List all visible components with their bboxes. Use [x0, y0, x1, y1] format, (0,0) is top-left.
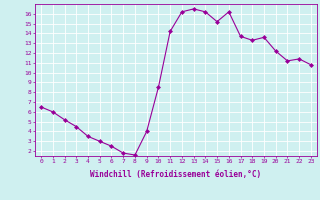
- X-axis label: Windchill (Refroidissement éolien,°C): Windchill (Refroidissement éolien,°C): [91, 170, 261, 179]
